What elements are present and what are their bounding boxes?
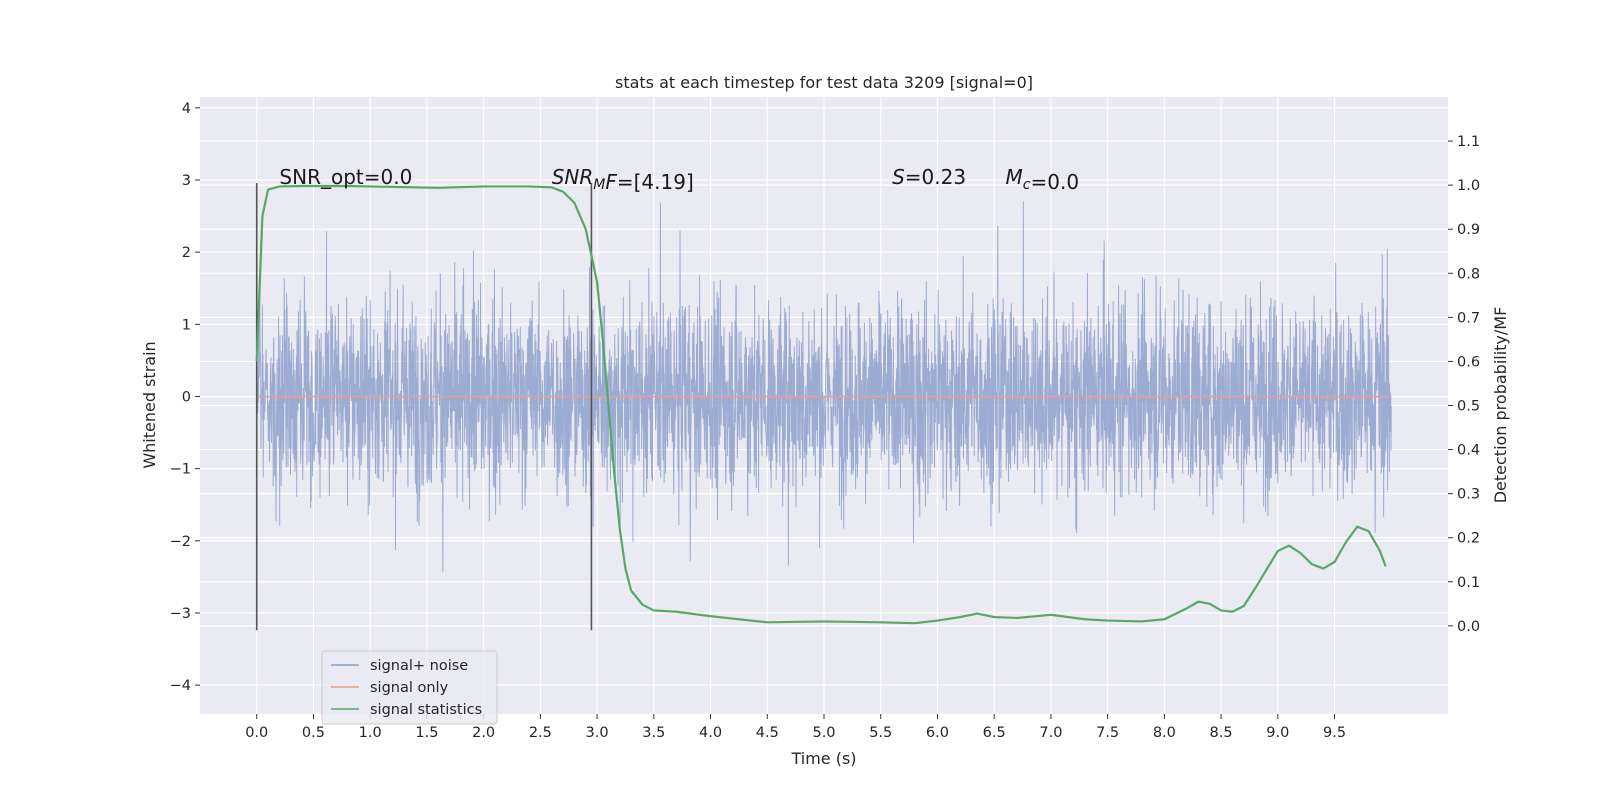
left-y-axis-ticks: 4 3 2 1 0 −1 −2 −3 −4 [170, 101, 200, 694]
x-tick-label: 9.0 [1266, 725, 1289, 741]
legend-box [321, 650, 498, 725]
annotation: Mc=0.0 [1006, 165, 1080, 194]
legend: signal+ noise signal only signal statist… [321, 650, 498, 725]
x-tick-label: 0.0 [245, 725, 268, 741]
left-y-tick-label: −4 [170, 678, 191, 694]
right-y-tick-label: 0.8 [1457, 266, 1480, 282]
right-y-axis-ticks: 1.1 1.0 0.9 0.8 0.7 0.6 0.5 0.4 0.3 0.2 0.1 0.0 [1448, 134, 1480, 635]
chart-title: stats at each timestep for test data 320… [615, 73, 1033, 92]
left-y-tick-label: −1 [170, 462, 191, 478]
x-tick-label: 7.5 [1096, 725, 1119, 741]
right-y-tick-label: 0.3 [1457, 487, 1480, 503]
annotation-italic: F [605, 170, 617, 194]
legend-label-signal-only: signal only [370, 680, 449, 696]
x-tick-label: 2.0 [472, 725, 495, 741]
x-tick-label: 4.5 [756, 725, 779, 741]
x-axis-ticks: 0.0 0.5 1.0 1.5 2.0 2.5 3.0 3.5 4.0 4.5 5.0 5.5 6.0 6… [245, 714, 1346, 741]
signal-noise-line [256, 201, 1392, 572]
right-y-tick-label: 0.6 [1457, 354, 1480, 370]
annotation: S=0.23 [892, 165, 966, 189]
right-y-tick-label: 0.4 [1457, 443, 1480, 459]
x-tick-label: 0.5 [302, 725, 325, 741]
annotation-subscript: c [1023, 177, 1031, 193]
annotation-value: =0.23 [905, 165, 966, 189]
series-signal-statistics [255, 184, 1387, 625]
legend-label-signal-statistics: signal statistics [370, 702, 482, 718]
left-y-tick-label: 3 [182, 173, 191, 189]
x-tick-label: 6.0 [926, 725, 949, 741]
x-tick-label: 2.5 [529, 725, 552, 741]
right-y-tick-label: 0.0 [1457, 619, 1480, 635]
x-axis-label: Time (s) [790, 749, 856, 768]
annotation-subscript: M [593, 177, 605, 193]
left-y-tick-label: 1 [182, 317, 191, 333]
annotation-italic: M [1006, 165, 1023, 189]
annotations: SNR_opt=0.0 SNRMF=[4.19] S=0.23 Mc=0.0 [279, 165, 1079, 194]
right-y-tick-label: 0.5 [1457, 399, 1480, 415]
x-tick-label: 5.0 [812, 725, 835, 741]
left-y-axis-label: Whitened strain [140, 341, 159, 468]
annotation: SNRMF=[4.19] [552, 165, 694, 194]
x-tick-label: 5.5 [869, 725, 892, 741]
annotation-italic: SNR [552, 165, 594, 189]
annotation: SNR_opt=0.0 [279, 165, 412, 189]
right-y-tick-label: 1.1 [1457, 134, 1480, 150]
x-tick-label: 7.0 [1039, 725, 1062, 741]
right-y-tick-label: 0.9 [1457, 222, 1480, 238]
right-y-tick-label: 1.0 [1457, 178, 1480, 194]
x-tick-label: 3.5 [642, 725, 665, 741]
x-tick-label: 6.5 [983, 725, 1006, 741]
annotation-value: =[4.19] [617, 170, 694, 194]
x-tick-label: 1.5 [415, 725, 438, 741]
right-y-axis-label: Detection probability/MF [1491, 307, 1510, 504]
right-y-tick-label: 0.2 [1457, 531, 1480, 547]
signal-statistics-line [255, 184, 1387, 625]
x-tick-label: 4.0 [699, 725, 722, 741]
left-y-tick-label: −2 [170, 534, 191, 550]
series-signal-noise [256, 201, 1392, 572]
x-tick-label: 8.0 [1153, 725, 1176, 741]
x-tick-label: 1.0 [359, 725, 382, 741]
right-y-tick-label: 0.7 [1457, 310, 1480, 326]
annotation-italic: S [892, 165, 905, 189]
annotation-value: =0.0 [1030, 170, 1079, 194]
right-y-tick-label: 0.1 [1457, 575, 1480, 591]
legend-label-signal-noise: signal+ noise [370, 658, 468, 674]
left-y-tick-label: 4 [182, 101, 191, 117]
x-tick-label: 3.0 [586, 725, 609, 741]
left-y-tick-label: −3 [170, 606, 191, 622]
x-tick-label: 8.5 [1210, 725, 1233, 741]
x-tick-label: 9.5 [1323, 725, 1346, 741]
left-y-tick-label: 0 [182, 389, 191, 405]
left-y-tick-label: 2 [182, 245, 191, 261]
